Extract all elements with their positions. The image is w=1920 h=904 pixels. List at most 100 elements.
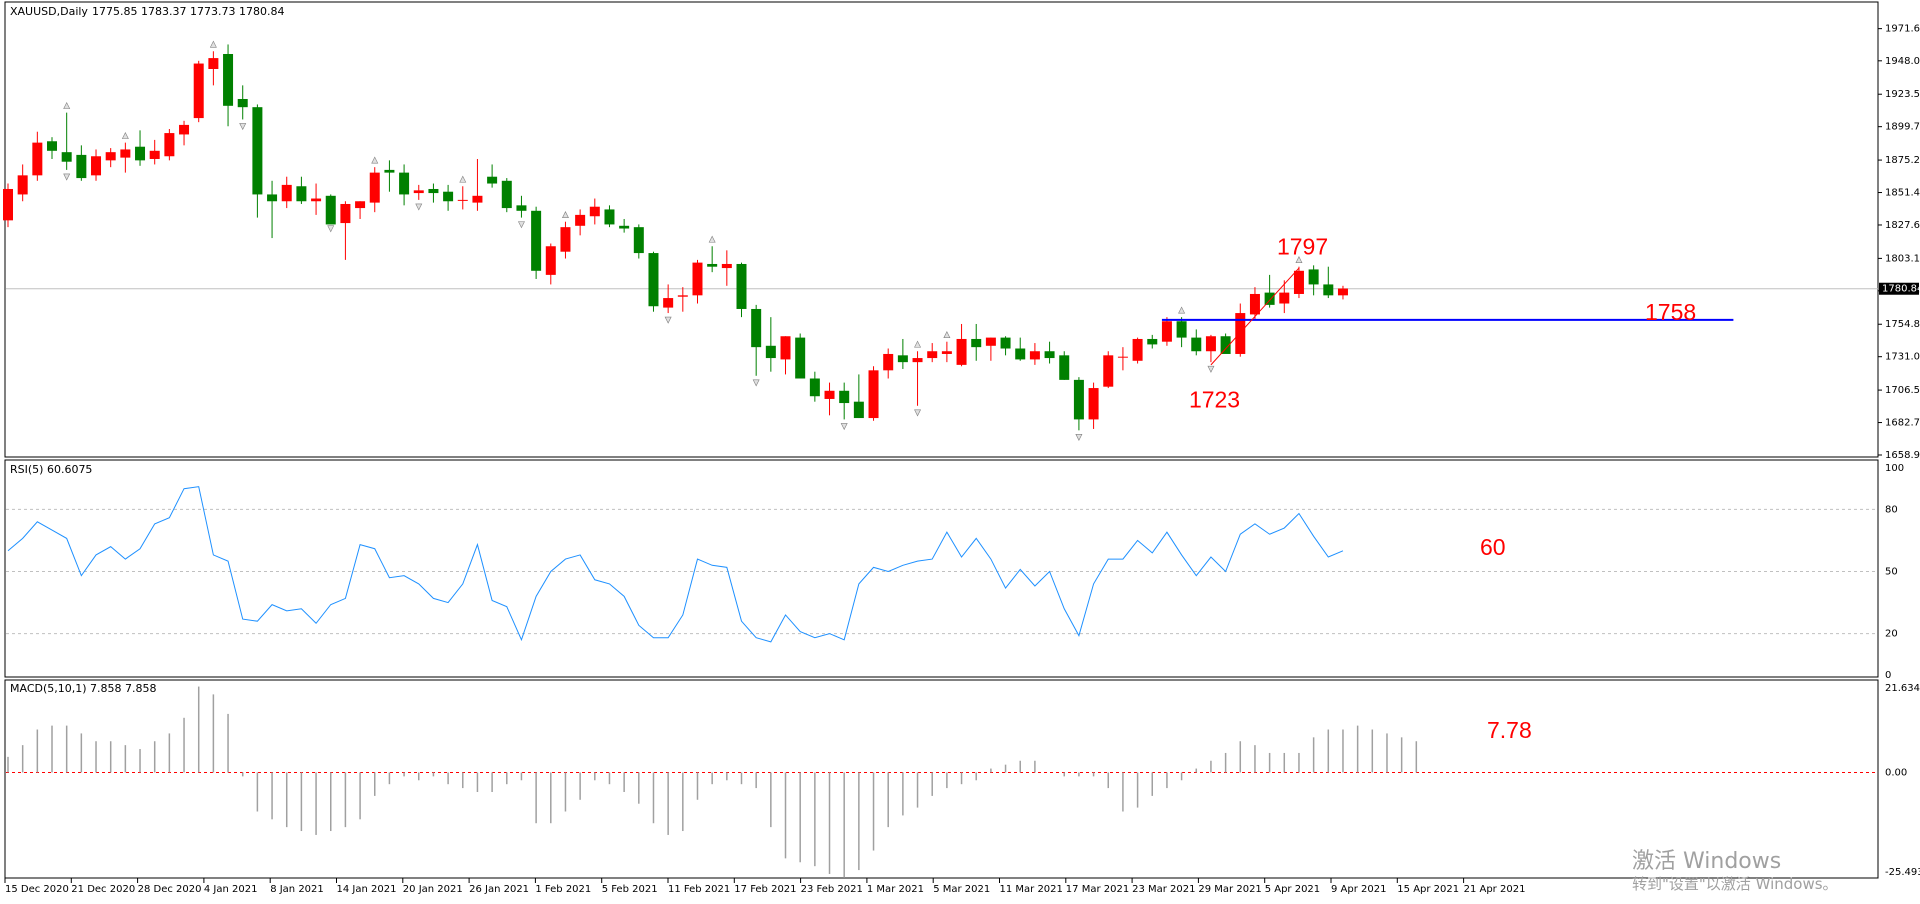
fractal-down-arrow xyxy=(1075,434,1083,441)
candle-bear xyxy=(853,401,864,419)
candle-bull xyxy=(677,295,688,297)
fractal-down-arrow xyxy=(1207,365,1215,373)
price-panel-frame xyxy=(4,1,1879,458)
time-axis-label: 20 Jan 2021 xyxy=(403,884,463,895)
candle-bull xyxy=(91,156,102,176)
time-axis-label: 26 Jan 2021 xyxy=(469,884,529,895)
time-axis-label: 21 Apr 2021 xyxy=(1464,884,1526,895)
candle-bear xyxy=(648,253,659,307)
candle-bull xyxy=(208,58,219,69)
price-axis-label: 1706.50 xyxy=(1885,385,1920,396)
candle-bear xyxy=(809,378,820,397)
price-annotation: 1723 xyxy=(1189,387,1240,413)
candle-bull xyxy=(3,188,13,221)
price-axis-label: 1923.50 xyxy=(1885,89,1920,100)
candle-bear xyxy=(61,152,72,162)
time-axis-label: 21 Dec 2020 xyxy=(71,884,135,895)
price-axis-label: 1851.40 xyxy=(1885,188,1920,199)
candle-bull xyxy=(545,246,556,275)
candle-bull xyxy=(281,184,292,202)
candle-bear xyxy=(971,338,982,348)
time-axis-label: 15 Apr 2021 xyxy=(1397,884,1459,895)
candle-bull xyxy=(120,149,131,158)
candle-bull xyxy=(17,175,28,195)
candle-bear xyxy=(223,53,234,106)
current-price-label: 1780.84 xyxy=(1882,284,1920,295)
candle-bear xyxy=(531,210,542,271)
candle-bull xyxy=(1235,313,1246,354)
candle-bear xyxy=(47,141,58,151)
time-axis-label: 9 Apr 2021 xyxy=(1331,884,1386,895)
candle-bull xyxy=(32,142,43,176)
candle-bull xyxy=(1029,351,1040,360)
price-axis-label: 1899.70 xyxy=(1885,122,1920,133)
rsi-panel-title: RSI(5) 60.6075 xyxy=(10,463,92,476)
candle-bull xyxy=(589,206,600,217)
price-axis-label: 1658.90 xyxy=(1885,450,1920,461)
fractal-down-arrow xyxy=(517,221,525,229)
time-axis-label: 28 Dec 2020 xyxy=(138,884,202,895)
candle-bear xyxy=(1191,337,1202,352)
macd-axis-label: 0.00 xyxy=(1885,767,1907,778)
macd-panel-title: MACD(5,10,1) 7.858 7.858 xyxy=(10,682,157,695)
candle-bear xyxy=(633,227,644,254)
candle-bull xyxy=(340,203,351,224)
candle-bear xyxy=(1323,284,1334,296)
candle-bull xyxy=(985,337,996,346)
time-axis-label: 29 Mar 2021 xyxy=(1198,884,1261,895)
candle-bear xyxy=(384,169,395,173)
candle-bull xyxy=(1249,293,1260,315)
candle-bear xyxy=(897,355,908,363)
candle-bear xyxy=(428,188,439,194)
time-axis-label: 17 Feb 2021 xyxy=(734,884,796,895)
candle-bull xyxy=(1132,338,1143,361)
candle-bull xyxy=(1103,355,1114,387)
candle-bear xyxy=(1176,321,1187,338)
candle-bull xyxy=(560,227,571,252)
candle-bull xyxy=(355,201,366,209)
current-price-box xyxy=(1879,282,1919,295)
price-axis-label: 1827.60 xyxy=(1885,220,1920,231)
candle-bear xyxy=(1044,351,1055,359)
candle-bull xyxy=(912,358,923,363)
time-axis-label: 1 Mar 2021 xyxy=(867,884,924,895)
price-annotation: 1797 xyxy=(1277,234,1328,260)
time-axis-label: 11 Feb 2021 xyxy=(668,884,730,895)
price-axis-label: 1682.70 xyxy=(1885,418,1920,429)
candle-bear xyxy=(1264,292,1275,305)
rsi-axis-label: 100 xyxy=(1885,463,1904,474)
rsi-axis-label: 80 xyxy=(1885,504,1898,515)
fractal-down-arrow xyxy=(327,225,335,233)
candle-bull xyxy=(472,195,483,203)
macd-panel-frame xyxy=(4,679,1879,879)
candle-bear xyxy=(76,154,87,179)
candle-bull xyxy=(193,63,204,119)
fractal-down-arrow xyxy=(239,123,247,131)
time-axis-label: 1 Feb 2021 xyxy=(535,884,591,895)
candle-bull xyxy=(780,336,791,360)
candle-bull xyxy=(883,353,894,371)
price-axis-label: 1875.20 xyxy=(1885,155,1920,166)
price-axis-label: 1731.00 xyxy=(1885,352,1920,363)
candle-bear xyxy=(839,390,850,404)
candle-bull xyxy=(663,298,674,308)
candle-bull xyxy=(164,133,175,157)
rsi-line xyxy=(7,486,1344,643)
candle-bull xyxy=(1293,270,1304,294)
candle-bull xyxy=(1161,321,1172,342)
time-axis-label: 5 Feb 2021 xyxy=(602,884,658,895)
candle-bear xyxy=(252,107,263,195)
candle-bear xyxy=(443,191,454,202)
fractal-down-arrow xyxy=(752,379,760,387)
rsi-panel: 100 80 50 20 0 xyxy=(6,463,1904,681)
candle-bear xyxy=(1015,348,1026,360)
time-axis-label: 11 Mar 2021 xyxy=(1000,884,1063,895)
fractal-down-arrow xyxy=(63,173,71,181)
candle-bear xyxy=(1000,337,1011,349)
candle-bull xyxy=(457,199,468,201)
rsi-end-label: 60 xyxy=(1480,534,1506,560)
time-axis-label: 15 Dec 2020 xyxy=(5,884,69,895)
fractal-up-arrow xyxy=(708,235,716,243)
price-ohlc-readout: 1775.85 1783.37 1773.73 1780.84 xyxy=(92,5,284,18)
candle-bear xyxy=(1059,355,1070,380)
